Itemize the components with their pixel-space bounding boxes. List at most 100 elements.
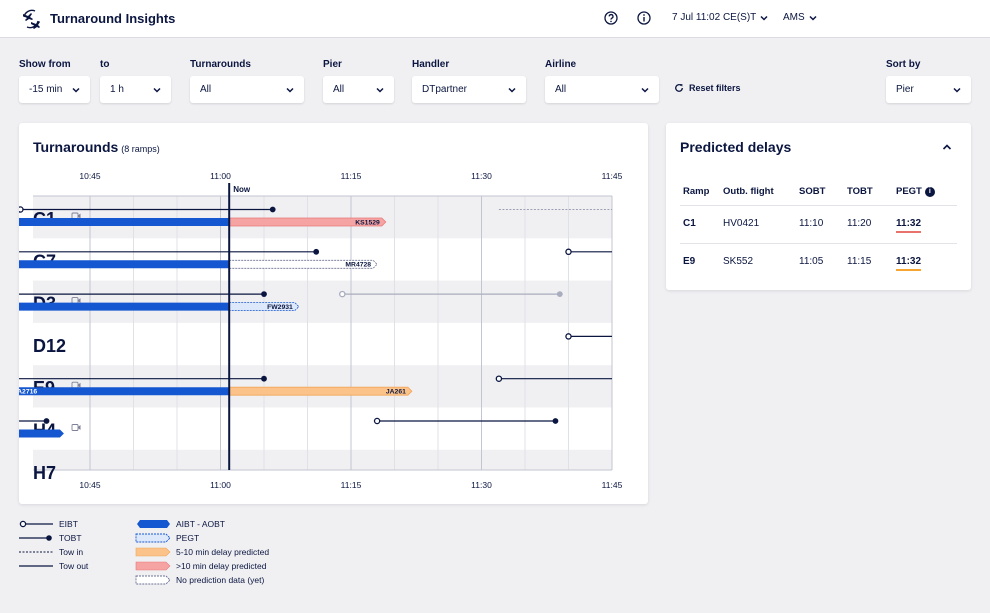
airline-value: All [555, 84, 567, 95]
turnarounds-select[interactable]: All [190, 76, 304, 103]
ramp-label: H7 [33, 463, 56, 483]
turnarounds-value: All [200, 84, 212, 95]
chevron-down-icon [286, 87, 294, 93]
tobt-marker [556, 291, 563, 297]
legend-delay5-swatch [135, 547, 171, 557]
legend-aibt-swatch [137, 520, 170, 528]
legend-delay10-swatch [135, 561, 171, 571]
pier-value: All [333, 84, 345, 95]
reset-filters-label: Reset filters [689, 83, 741, 93]
legend-delay10-label: >10 min delay predicted [176, 561, 267, 571]
chevron-down-icon [508, 87, 516, 93]
info-icon[interactable]: i [924, 187, 935, 197]
show-from-select[interactable]: -15 min [19, 76, 90, 103]
row-pegt: 11:32 [896, 218, 922, 233]
chevron-down-icon [809, 15, 817, 21]
divider [680, 205, 957, 206]
legend-eibt-swatch [19, 520, 53, 528]
to-select[interactable]: 1 h [100, 76, 171, 103]
app-title: Turnaround Insights [50, 11, 176, 26]
row-ramp: C1 [683, 218, 696, 229]
datetime-dropdown[interactable]: 7 Jul 11:02 CE(S)T [672, 12, 769, 23]
reset-filters-button[interactable]: Reset filters [674, 83, 741, 93]
legend-eibt-label: EIBT [59, 519, 78, 529]
legend: EIBT TOBT Tow in Tow out AIBT - AOBT PEG… [0, 514, 400, 594]
col-header-pegt-label: PEGT [896, 186, 922, 197]
handler-value: DTpartner [422, 84, 468, 95]
gantt-tick-label-bottom: 11:15 [341, 480, 362, 490]
tobt-marker [43, 418, 50, 424]
eibt-marker [339, 290, 346, 298]
predicted-delays-card: Predicted delays Ramp Outb. flight SOBT … [666, 123, 971, 290]
show-from-value: -15 min [29, 84, 63, 95]
gantt-tick-label-bottom: 11:45 [602, 480, 623, 490]
row-ramp: E9 [683, 256, 696, 267]
datetime-value: 7 Jul 11:02 CE(S)T [672, 12, 757, 23]
pier-select[interactable]: All [323, 76, 394, 103]
divider [680, 243, 957, 244]
show-from-label: Show from [19, 59, 71, 70]
handler-select[interactable]: DTpartner [412, 76, 526, 103]
airport-dropdown[interactable]: AMS [783, 12, 818, 23]
eibt-marker [373, 417, 381, 425]
legend-tobt-label: TOBT [59, 533, 82, 543]
chevron-down-icon [72, 87, 80, 93]
help-icon[interactable] [604, 11, 618, 25]
gantt-tick-label-top: 10:45 [79, 171, 101, 181]
airport-value: AMS [783, 12, 805, 23]
row-flight: HV0421 [723, 218, 760, 229]
col-header-sobt: SOBT [799, 186, 826, 197]
airline-select[interactable]: All [545, 76, 659, 103]
legend-swatches [19, 520, 171, 585]
legend-tow-in-label: Tow in [59, 547, 84, 557]
turnaround-logo-icon [23, 9, 40, 29]
turnaround-bar [19, 429, 64, 438]
turnarounds-heading: Turnarounds [33, 139, 119, 155]
legend-aibt-label: AIBT - AOBT [176, 519, 225, 529]
ramps-count: (8 ramps) [121, 144, 160, 154]
legend-nodata-swatch [135, 575, 171, 585]
turnaround-bar [19, 260, 230, 269]
row-tobt: 11:20 [847, 218, 872, 229]
row-sobt: 11:05 [799, 256, 824, 267]
handler-label: Handler [412, 59, 450, 70]
tobt-marker [313, 248, 320, 255]
gantt-tick-label-top: 11:15 [341, 171, 362, 181]
turnarounds-title: Turnarounds (8 ramps) [33, 139, 160, 155]
legend-tobt-swatch [19, 535, 52, 541]
info-icon[interactable] [637, 11, 651, 25]
gantt-tick-label-top: 11:45 [602, 171, 623, 181]
legend-tow-out-label: Tow out [59, 561, 89, 571]
camera-icon [71, 424, 79, 431]
turnaround-bar [228, 386, 413, 396]
turnarounds-card: 10:45 10:45 11:00 11:00 11:15 11:15 11:30 11:30… [19, 123, 648, 504]
chevron-down-icon [376, 87, 384, 93]
chevron-down-icon [153, 87, 161, 93]
sort-by-label: Sort by [886, 59, 921, 70]
pier-label: Pier [323, 59, 342, 70]
flight-label: JA261 [386, 389, 406, 396]
refresh-icon [675, 84, 683, 92]
tobt-marker [261, 375, 267, 382]
row-pegt: 11:32 [896, 256, 922, 271]
eibt-marker [565, 333, 572, 340]
gantt-tick-label-top: 11:00 [210, 171, 231, 181]
turnaround-bar [19, 218, 230, 226]
turnaround-gantt-chart: 10:45 10:45 11:00 11:00 11:15 11:15 11:30 11:30… [19, 171, 623, 490]
chevron-up-icon[interactable] [941, 141, 953, 153]
turnaround-bar [19, 302, 230, 311]
eibt-marker [495, 375, 503, 382]
row-sobt: 11:10 [799, 218, 824, 229]
col-header-flight: Outb. flight [723, 186, 774, 197]
gantt-tick-label-top: 11:30 [471, 171, 492, 181]
chevron-down-icon [953, 87, 961, 93]
turnaround-bar [228, 302, 300, 312]
eibt-marker [19, 206, 24, 213]
top-bar: Turnaround Insights 7 Jul 11:02 CE(S)T A… [0, 0, 990, 38]
flight-label: JA2716 [19, 389, 37, 396]
predicted-delays-title: Predicted delays [680, 139, 792, 155]
to-value: 1 h [110, 84, 124, 95]
camera-icon [78, 213, 81, 219]
camera-icon [78, 425, 81, 430]
sort-by-select[interactable]: Pier [886, 76, 971, 103]
